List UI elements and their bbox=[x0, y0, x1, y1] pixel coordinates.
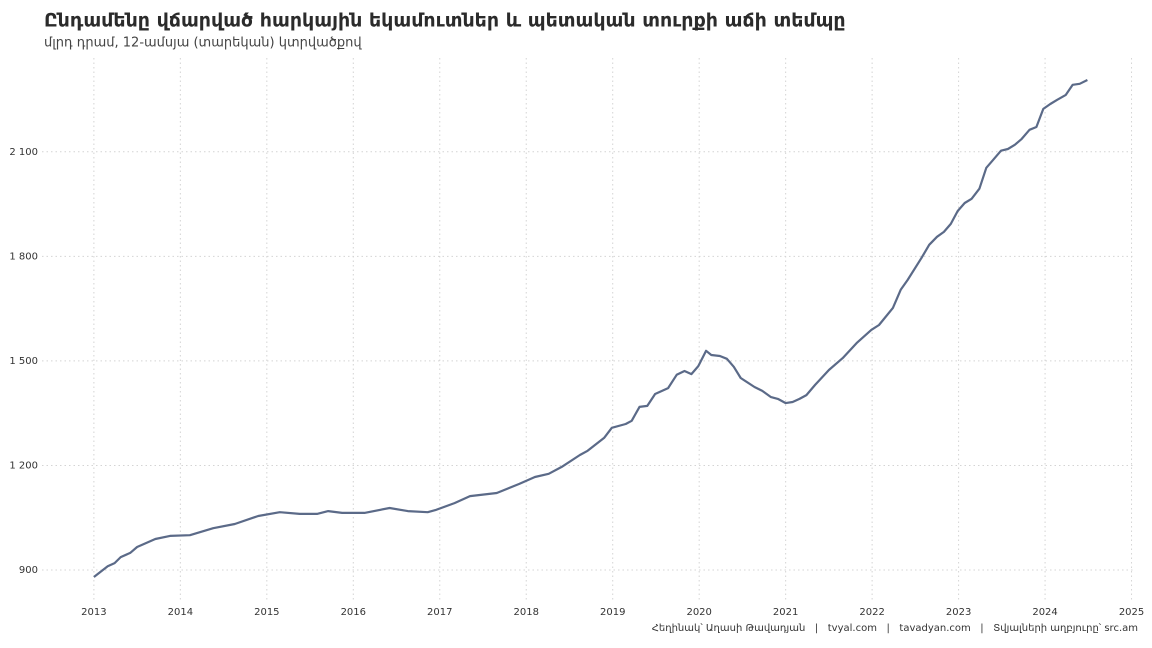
x-tick-label: 2016 bbox=[341, 607, 366, 618]
x-tick-label: 2013 bbox=[81, 607, 106, 618]
x-tick-label: 2024 bbox=[1032, 607, 1057, 618]
x-tick-label: 2025 bbox=[1119, 607, 1144, 618]
y-tick-label: 900 bbox=[19, 565, 38, 576]
x-tick-label: 2019 bbox=[600, 607, 625, 618]
x-tick-label: 2022 bbox=[859, 607, 884, 618]
data-line bbox=[93, 79, 1088, 578]
x-tick-label: 2018 bbox=[514, 607, 539, 618]
x-tick-label: 2017 bbox=[427, 607, 452, 618]
chart-title: Ընդամենը վճարված հարկային եկամուտներ և պ… bbox=[44, 10, 846, 32]
x-tick-label: 2023 bbox=[946, 607, 971, 618]
y-tick-label: 1 800 bbox=[9, 251, 38, 262]
y-tick-label: 2 100 bbox=[9, 147, 38, 158]
x-tick-label: 2021 bbox=[773, 607, 798, 618]
chart-subtitle: մլրդ դրամ, 12-ամսյա (տարեկան) կտրվածքով bbox=[44, 36, 362, 51]
y-tick-label: 1 200 bbox=[9, 460, 38, 471]
x-tick-label: 2015 bbox=[254, 607, 279, 618]
y-tick-label: 1 500 bbox=[9, 356, 38, 367]
caption: Հեղինակ՝ Աղասի Թավադյան | tvyal.com | ta… bbox=[652, 622, 1138, 634]
x-tick-label: 2014 bbox=[168, 607, 193, 618]
x-tick-label: 2020 bbox=[686, 607, 711, 618]
